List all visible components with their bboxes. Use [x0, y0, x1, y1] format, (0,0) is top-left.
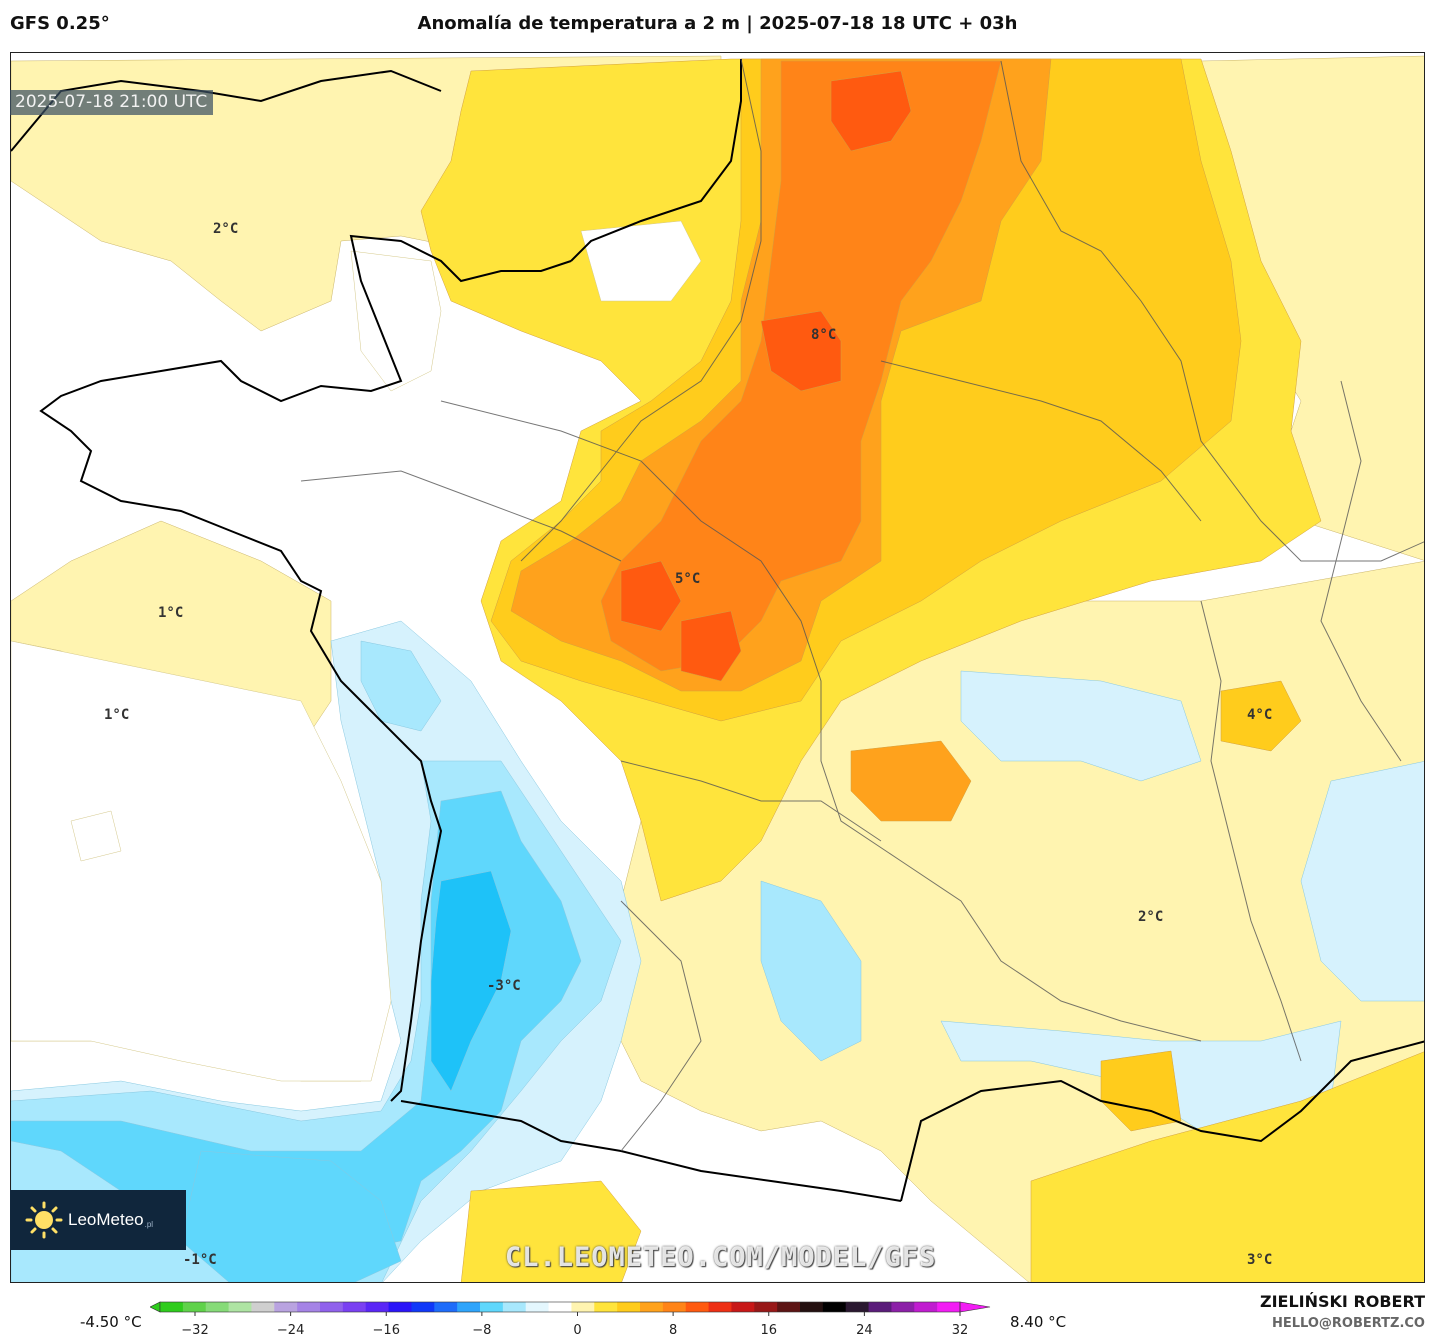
colorbar-swatch — [891, 1302, 915, 1312]
colorbar-tick-label: −24 — [277, 1323, 304, 1338]
colorbar-swatch — [914, 1302, 938, 1312]
temperature-anomaly-map: 2°C 8°C 5°C 1°C 1°C 4°C 2°C -3°C -1°C 3°… — [10, 52, 1425, 1283]
colorbar-tick-label: −32 — [181, 1323, 208, 1338]
colorbar-swatch — [617, 1302, 641, 1312]
colorbar-outline — [159, 1301, 961, 1313]
colorbar-swatch — [822, 1302, 847, 1312]
colorbar-swatch — [274, 1302, 298, 1312]
logo-text: LeoMeteo — [68, 1210, 144, 1229]
colorbar-swatch — [297, 1302, 321, 1312]
colorbar-swatch — [251, 1302, 275, 1312]
colorbar-swatch — [502, 1302, 527, 1312]
coastline — [11, 59, 1424, 1202]
colorbar-swatch — [868, 1302, 892, 1312]
colorbar-swatch — [160, 1302, 184, 1312]
colorbar-tick-label: −16 — [373, 1323, 400, 1338]
colorbar-swatch — [525, 1302, 550, 1312]
colorbar-swatch — [365, 1302, 390, 1312]
colorbar: −32 −24 −16 −8 0 8 16 24 32 — [150, 1301, 991, 1338]
colorbar-swatch — [685, 1302, 710, 1312]
valid-time-badge: 2025-07-18 21:00 UTC — [10, 90, 214, 115]
colorbar-max-label: 8.40 °C — [1010, 1313, 1067, 1331]
colorbar-swatch — [571, 1302, 595, 1312]
logo-suffix: .pl — [144, 1219, 154, 1229]
leometeo-logo: LeoMeteo .pl — [10, 1190, 186, 1250]
contour-label-paris: 8°C — [811, 327, 837, 343]
model-name: GFS 0.25° — [10, 13, 110, 34]
colorbar-swatch — [937, 1302, 961, 1312]
contour-label-spain: -1°C — [183, 1252, 217, 1268]
colorbar-swatch — [411, 1302, 435, 1312]
colorbar-tick-label: 0 — [573, 1323, 581, 1338]
colorbar-swatch — [731, 1302, 755, 1312]
author-email: HELLO@ROBERTZ.CO — [1271, 1316, 1425, 1331]
contour-label-alps: 4°C — [1247, 707, 1273, 723]
colorbar-swatch — [228, 1302, 252, 1312]
colorbar-swatch — [800, 1302, 824, 1312]
colorbar-tick-label: −8 — [472, 1323, 491, 1338]
chart-title: Anomalía de temperatura a 2 m | 2025-07-… — [417, 13, 1018, 34]
colorbar-tick-label: 16 — [760, 1323, 777, 1338]
colorbar-swatch — [594, 1302, 618, 1312]
colorbar-swatch — [708, 1302, 732, 1312]
map-canvas — [11, 53, 1424, 1282]
colorbar-min-label: -4.50 °C — [80, 1313, 142, 1331]
colorbar-swatch — [342, 1302, 367, 1312]
colorbar-swatch — [754, 1302, 778, 1312]
contour-label-south-east: 2°C — [1138, 909, 1164, 925]
sun-icon — [25, 1201, 63, 1239]
author-name: ZIELIŃSKI ROBERT — [1259, 1292, 1425, 1311]
contour-label-center: 5°C — [675, 571, 701, 587]
colorbar-swatch — [480, 1302, 504, 1312]
colorbar-tick-label: 24 — [856, 1323, 873, 1338]
contour-label-atlantic-north: 1°C — [158, 605, 184, 621]
colorbar-swatch — [640, 1302, 664, 1312]
colorbar-swatch — [662, 1302, 687, 1312]
contour-label-north-west: 2°C — [213, 221, 239, 237]
contour-label-atlantic-south: 1°C — [104, 707, 130, 723]
colorbar-swatch — [320, 1302, 344, 1312]
colorbar-swatch — [845, 1302, 870, 1312]
colorbar-swatch — [388, 1302, 412, 1312]
region-borders — [300, 58, 1424, 1152]
contour-label-landes: -3°C — [487, 978, 521, 994]
colorbar-swatch — [182, 1302, 207, 1312]
colorbar-swatch — [434, 1302, 458, 1312]
colorbar-swatch — [457, 1302, 481, 1312]
colorbar-swatch — [205, 1302, 230, 1312]
colorbar-swatch — [548, 1302, 572, 1312]
colorbar-tick-label: 32 — [952, 1323, 969, 1338]
contour-label-mediterranean: 3°C — [1247, 1252, 1273, 1268]
colorbar-min-arrow — [150, 1301, 161, 1313]
colorbar-tick-label: 8 — [669, 1323, 677, 1338]
anomaly-field-blue — [11, 620, 1424, 1282]
colorbar-max-arrow — [959, 1301, 991, 1313]
colorbar-swatch — [777, 1302, 801, 1312]
model-url-watermark: CL.LEOMETEO.COM/MODEL/GFS — [505, 1242, 937, 1273]
anomaly-field-neutral — [11, 220, 702, 1082]
